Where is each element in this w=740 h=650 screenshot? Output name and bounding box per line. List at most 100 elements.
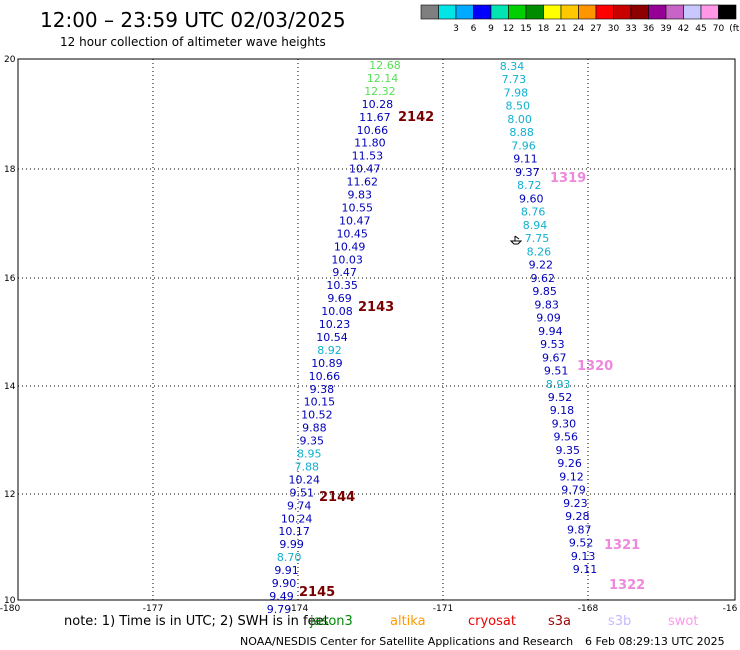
wave-height-value: 12.32 (364, 85, 396, 98)
wave-height-value: 9.30 (552, 417, 577, 430)
wave-height-value: 9.67 (542, 351, 567, 364)
legend-label: 21 (555, 24, 566, 34)
legend-label: 70 (713, 24, 725, 34)
wave-height-value: 11.62 (347, 176, 379, 189)
wave-height-value: 11.53 (352, 150, 384, 163)
wave-height-value: 9.12 (559, 470, 584, 483)
wave-height-value: 10.66 (309, 370, 341, 383)
legend-swatch (455, 4, 474, 20)
legend-label: 27 (590, 24, 601, 34)
legend-label: 42 (678, 24, 689, 34)
wave-height-value: 9.87 (567, 523, 592, 536)
wave-height-value: 10.08 (321, 305, 353, 318)
wave-height-value: 10.24 (288, 473, 320, 486)
wave-height-value: 9.88 (302, 422, 327, 435)
longitude-tick-label: -177 (143, 604, 163, 614)
wave-height-value: 9.83 (348, 189, 373, 202)
wave-height-value: 8.70 (277, 551, 302, 564)
wave-height-value: 10.45 (336, 227, 368, 240)
longitude-tick-label: -16 (723, 604, 738, 614)
pass-number: 1320 (577, 359, 613, 374)
latitude-tick-label: 14 (4, 382, 16, 392)
wave-height-value: 10.23 (319, 318, 351, 331)
wave-height-value: 11.80 (354, 137, 386, 150)
wave-height-value: 7.88 (295, 460, 320, 473)
wave-height-value: 9.38 (310, 383, 335, 396)
pass-number-labels: 2142 2143 2144 2145 1319 1320 1321 1322 (299, 110, 645, 600)
satellite-name: s3a (548, 614, 571, 629)
legend-label: 30 (608, 24, 620, 34)
legend-label: 9 (488, 24, 494, 34)
wave-height-value: 7.75 (525, 232, 550, 245)
wave-height-value: 10.17 (278, 525, 310, 538)
pass-number: 2143 (358, 300, 394, 315)
wave-height-value: 9.28 (565, 510, 590, 523)
wave-height-value: 9.85 (532, 285, 557, 298)
legend-swatch (595, 4, 614, 20)
wave-height-value: 8.34 (500, 60, 525, 73)
legend-swatch (543, 4, 562, 20)
wave-height-value: 9.79 (561, 484, 586, 497)
wave-height-value: 9.99 (279, 538, 304, 551)
wave-height-value: 9.51 (289, 486, 314, 499)
satellite-legend: jason3 altika cryosat s3a s3b swot (309, 614, 698, 629)
wave-height-value: 9.62 (530, 272, 555, 285)
pass-number: 1322 (609, 578, 645, 593)
generated-timestamp: 6 Feb 08:29:13 UTC 2025 (585, 635, 725, 648)
page-title: 12:00 – 23:59 UTC 02/03/2025 (40, 8, 346, 32)
legend-swatch (473, 4, 492, 20)
wave-height-value: 9.52 (548, 391, 573, 404)
wave-height-value: 8.00 (507, 113, 532, 126)
wave-height-value: 9.69 (327, 292, 352, 305)
wave-height-value: 9.90 (272, 577, 297, 590)
legend-swatch (648, 4, 667, 20)
wave-height-value: 12.68 (369, 59, 401, 72)
wave-height-value: 9.49 (269, 590, 294, 603)
wave-height-value: 9.18 (550, 404, 575, 417)
wave-height-value: 12.14 (367, 72, 399, 85)
wave-height-value: 8.95 (297, 448, 322, 461)
wave-height-value: 9.22 (529, 259, 554, 272)
wave-height-value: 8.94 (523, 219, 548, 232)
wave-height-value: 9.56 (554, 431, 579, 444)
longitude-tick-label: -171 (433, 604, 453, 614)
wave-height-value: 9.51 (544, 365, 569, 378)
wave-height-value: 10.49 (334, 240, 366, 253)
wave-height-value: 10.66 (357, 124, 389, 137)
wave-height-value: 10.47 (339, 214, 371, 227)
legend-label: 6 (471, 24, 477, 34)
wave-height-value: 8.92 (317, 344, 342, 357)
wave-height-value: 9.23 (563, 497, 588, 510)
wave-height-value: 9.74 (287, 499, 312, 512)
legend-label: 24 (573, 24, 585, 34)
latitude-tick-label: 20 (4, 55, 16, 65)
units-note: note: 1) Time is in UTC; 2) SWH is in fe… (64, 614, 329, 629)
wave-height-value: 10.03 (331, 253, 363, 266)
satellite-name: cryosat (468, 614, 516, 629)
pass-number: 1319 (550, 171, 586, 186)
satellite-name: swot (668, 614, 698, 629)
legend-swatch (490, 4, 509, 20)
page-subtitle: 12 hour collection of altimeter wave hei… (60, 35, 326, 49)
longitude-tick-label: -180 (0, 604, 20, 614)
wave-height-value: 10.15 (304, 396, 336, 409)
legend-swatch (700, 4, 719, 20)
wave-height-value: 9.26 (557, 457, 582, 470)
wave-height-value: 10.55 (341, 201, 373, 214)
wave-height-value: 9.11 (513, 153, 538, 166)
legend-label: 12 (503, 24, 514, 34)
axis-labels: -180 -177 -174 -171 -168 -16 10 12 14 16 18 20 (0, 55, 738, 614)
legend-label: 18 (538, 24, 550, 34)
wave-height-value: 9.53 (540, 338, 565, 351)
legend-label: 39 (660, 24, 672, 34)
legend-label: 15 (520, 24, 531, 34)
legend-swatch (665, 4, 684, 20)
wave-height-value: 8.50 (506, 100, 531, 113)
legend-swatch (560, 4, 579, 20)
wave-height-value: 7.73 (502, 73, 527, 86)
wave-height-value: 7.98 (504, 86, 529, 99)
pass-number: 2142 (398, 110, 434, 125)
wave-height-value: 10.89 (311, 357, 343, 370)
wave-height-value: 9.83 (534, 298, 559, 311)
